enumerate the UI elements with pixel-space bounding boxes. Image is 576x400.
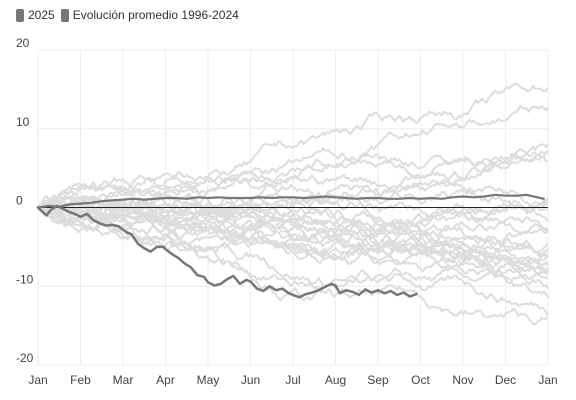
background-year-line: [37, 82, 549, 210]
legend-label-2025: 2025: [28, 8, 55, 22]
series-line-2025: [36, 204, 418, 299]
y-tick-label: -10: [16, 272, 34, 286]
x-tick-label: Jul: [285, 373, 300, 387]
background-year-line: [37, 198, 549, 276]
y-axis-ticks: 20 10 0 -10 -20: [16, 36, 34, 365]
background-year-line: [37, 176, 549, 258]
y-tick-label: 10: [16, 115, 30, 129]
background-year-line: [37, 196, 549, 257]
background-year-lines: [37, 82, 549, 326]
background-year-line: [37, 149, 549, 214]
chart-legend: 2025 Evolución promedio 1996-2024: [16, 8, 245, 22]
x-tick-label: Sep: [367, 373, 389, 387]
legend-item-2025[interactable]: 2025: [16, 8, 55, 22]
y-tick-label: 0: [16, 194, 23, 208]
x-tick-label: Jun: [241, 373, 260, 387]
background-year-line: [37, 206, 549, 291]
x-tick-label: Oct: [411, 373, 430, 387]
background-year-line: [37, 201, 549, 270]
background-year-line: [37, 147, 549, 212]
background-year-line: [37, 173, 549, 236]
x-tick-label: Mar: [113, 373, 134, 387]
x-tick-label: Feb: [70, 373, 91, 387]
legend-label-average: Evolución promedio 1996-2024: [72, 8, 239, 22]
y-tick-label: -20: [16, 351, 34, 365]
x-tick-label: May: [197, 373, 220, 387]
series-line-average: [36, 193, 545, 209]
legend-swatch-2025: [16, 8, 24, 22]
x-tick-label: Jan: [28, 373, 47, 387]
y-tick-label: 20: [16, 36, 30, 50]
background-year-line: [37, 205, 549, 265]
x-tick-label: Nov: [452, 373, 473, 387]
x-tick-label: Jan: [538, 373, 557, 387]
background-year-line: [37, 199, 549, 235]
legend-item-average[interactable]: Evolución promedio 1996-2024: [60, 8, 239, 22]
x-tick-label: Apr: [156, 373, 175, 387]
x-axis-ticks: Jan Feb Mar Apr May Jun Jul Aug Sep Oct Nov Dec Jan: [28, 373, 557, 387]
legend-swatch-average: [60, 8, 69, 22]
x-tick-label: Aug: [325, 373, 346, 387]
x-tick-label: Dec: [495, 373, 516, 387]
series-lines: [36, 193, 545, 299]
background-year-line: [37, 206, 549, 274]
background-year-line: [37, 203, 549, 298]
background-year-line: [37, 191, 549, 234]
